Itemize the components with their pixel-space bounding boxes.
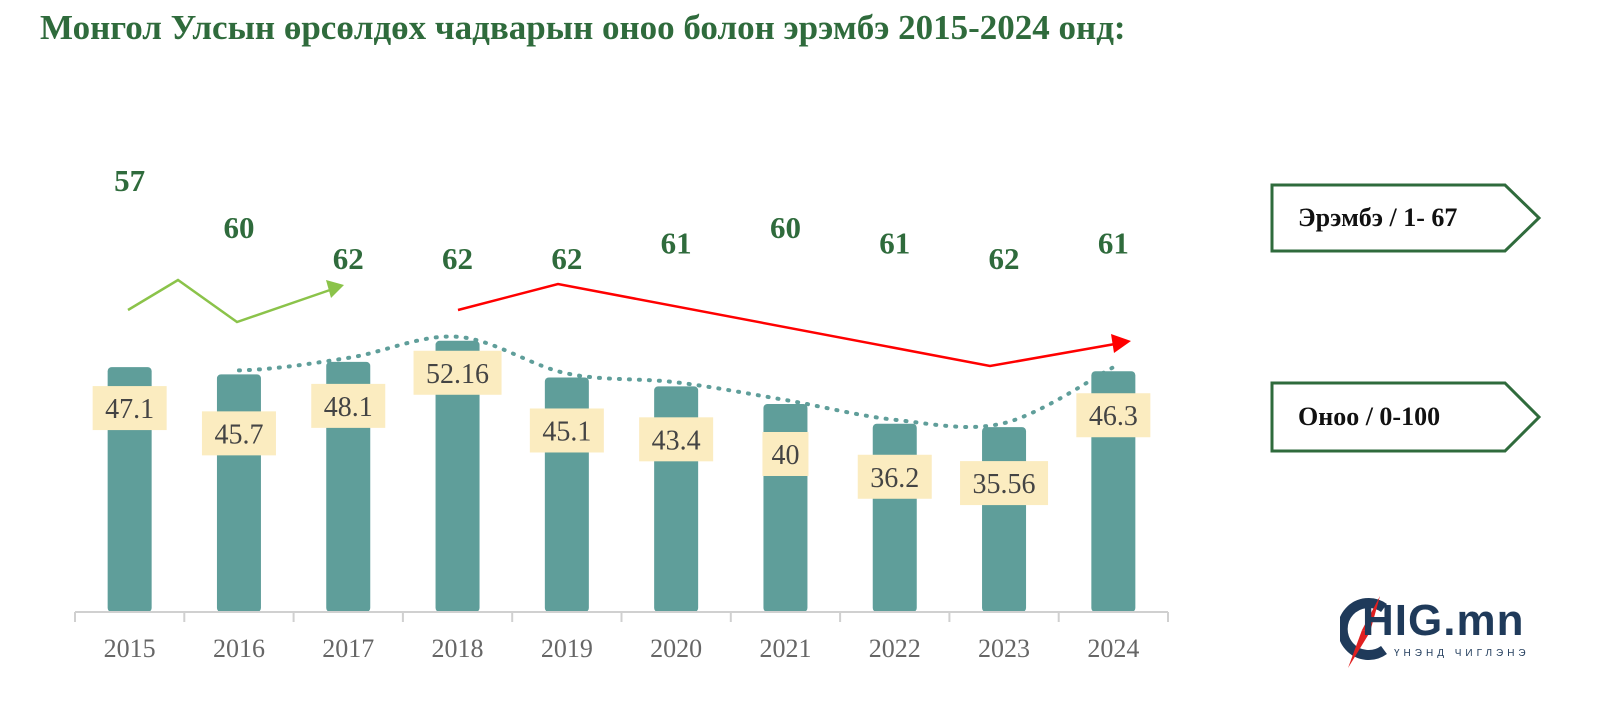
rank-label-2018: 62: [442, 241, 473, 276]
score-tag-shape: [1270, 381, 1542, 453]
rank-label-2020: 61: [661, 225, 692, 260]
rank-label-2016: 60: [223, 210, 254, 245]
bar-2018: [435, 340, 480, 612]
rank-label-2022: 61: [879, 225, 910, 260]
logo-sub-text: ҮНЭНД ЧИГЛЭНЭ: [1394, 648, 1530, 659]
trend-red-arrowhead: [1111, 334, 1131, 353]
bar-2022: [872, 423, 917, 612]
rank-tag-label: Эрэмбэ / 1- 67: [1298, 203, 1457, 232]
value-label-box-2022: [857, 454, 932, 499]
value-label-box-2016: [201, 411, 276, 456]
value-label-2017: 48.1: [324, 392, 373, 423]
rank-label-2024: 61: [1098, 225, 1129, 260]
value-label-2015: 47.1: [105, 394, 154, 425]
rank-label-2023: 62: [989, 241, 1020, 276]
rank-label-2019: 62: [551, 241, 582, 276]
x-tick-label-2023: 2023: [978, 634, 1030, 663]
x-tick-label-2019: 2019: [541, 634, 593, 663]
x-tick-label-2021: 2021: [759, 634, 811, 663]
trend-up-arrowhead: [326, 280, 344, 298]
trend-red-line: [457, 282, 1116, 368]
score-tag-label: Оноо / 0-100: [1298, 402, 1440, 431]
value-label-box-2015: [92, 386, 167, 431]
brand-logo: HIG.mn ҮНЭНД ЧИГЛЭНЭ: [1340, 592, 1580, 682]
value-label-2023: 35.56: [973, 469, 1036, 500]
page-title: Монгол Улсын өрсөлдөх чадварын оноо боло…: [40, 8, 1126, 47]
score-tag: Оноо / 0-100: [1270, 381, 1542, 453]
logo-main-text: HIG.mn: [1362, 596, 1525, 645]
value-label-box-2021: [762, 432, 809, 476]
legend-tags-layer: Эрэмбэ / 1- 67 Оноо / 0-100: [1270, 183, 1542, 453]
value-label-2018: 52.16: [426, 359, 489, 390]
value-label-2020: 43.4: [652, 425, 701, 456]
bar-2023: [982, 427, 1027, 612]
x-tick-label-2017: 2017: [322, 634, 374, 663]
value-label-box-2018: [413, 350, 502, 395]
x-tick-label-2015: 2015: [104, 634, 156, 663]
rank-tag-shape: [1270, 183, 1542, 253]
value-label-box-2019: [529, 408, 604, 453]
x-tick-label-2020: 2020: [650, 634, 702, 663]
value-label-box-2023: [960, 461, 1049, 506]
rank-labels-layer: 57 60 62 62 62 61 60 61 62 61: [114, 163, 1129, 276]
trend-arrows-layer: [127, 278, 1131, 368]
value-label-box-2024: [1076, 393, 1151, 438]
value-label-2024: 46.3: [1089, 401, 1138, 432]
rank-label-2017: 62: [333, 241, 364, 276]
rank-label-2015: 57: [114, 163, 145, 198]
x-tick-label-2022: 2022: [869, 634, 921, 663]
value-label-2019: 45.1: [542, 416, 591, 447]
x-tick-label-2024: 2024: [1087, 634, 1139, 663]
x-axis: 2015 2016 2017 2018 2019 2020 2021 2022 2023 2024: [74, 611, 1169, 663]
value-labels-layer: 47.1 45.7 48.1 52.16 45.1 43.4 40 36.2 35.56 46.3: [92, 350, 1151, 506]
trend-up-line: [127, 278, 331, 324]
value-label-2016: 45.7: [214, 419, 263, 450]
rank-tag: Эрэмбэ / 1- 67: [1270, 183, 1542, 253]
compass-c-icon: [1340, 596, 1387, 668]
x-tick-label-2016: 2016: [213, 634, 265, 663]
value-label-box-2020: [639, 417, 714, 462]
x-tick-label-2018: 2018: [432, 634, 484, 663]
value-label-2021: 40: [771, 440, 799, 471]
bar-2016: [216, 374, 261, 612]
value-label-box-2017: [311, 383, 386, 428]
value-label-2022: 36.2: [870, 463, 919, 494]
rank-label-2021: 60: [770, 210, 801, 245]
